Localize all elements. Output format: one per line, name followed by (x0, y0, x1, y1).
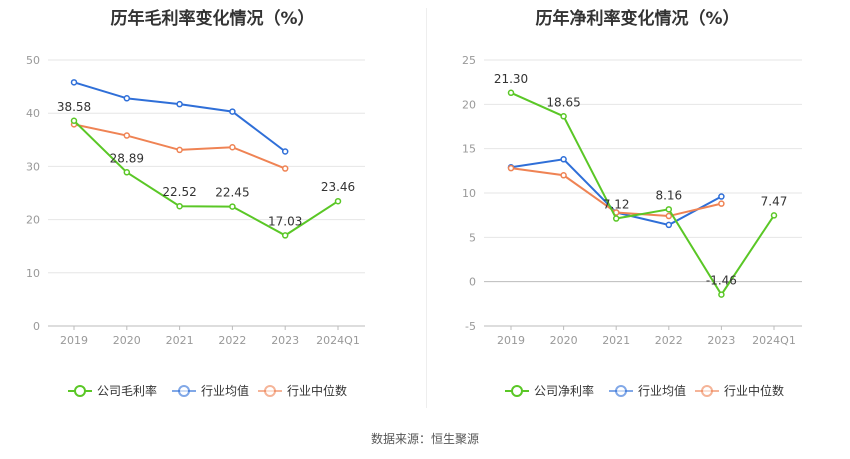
data-point (560, 156, 567, 163)
legend-item: 行业中位数 (695, 383, 784, 398)
legend-item: 行业中位数 (258, 383, 347, 398)
data-label: 22.52 (162, 185, 196, 199)
legend-item: 行业均值 (609, 383, 686, 398)
chart-title: 历年毛利率变化情况（%） (110, 9, 315, 29)
chart-title: 历年净利率变化情况（%） (535, 9, 740, 29)
data-point (507, 89, 515, 97)
x-tick-label: 2024Q1 (752, 334, 796, 347)
data-label: 18.65 (546, 95, 580, 109)
y-tick-label: 25 (462, 54, 476, 67)
legend-label: 行业均值 (201, 383, 249, 398)
y-tick-label: 40 (26, 107, 40, 120)
legend-marker (701, 385, 713, 397)
data-point (123, 169, 131, 176)
x-tick-label: 2023 (707, 334, 735, 347)
data-point (70, 117, 78, 125)
y-tick-label: 0 (33, 320, 40, 333)
data-point (612, 215, 620, 222)
data-label: 8.16 (655, 188, 682, 202)
data-point (229, 108, 236, 115)
y-tick-label: 0 (469, 276, 476, 289)
x-tick-label: 2021 (602, 334, 630, 347)
panel-divider (426, 8, 427, 408)
series-line-0 (73, 120, 339, 237)
x-tick-label: 2020 (550, 334, 578, 347)
y-tick-label: 20 (26, 214, 40, 227)
legend-marker (615, 385, 627, 397)
data-label: 7.12 (603, 198, 630, 212)
data-point (281, 165, 289, 172)
data-point (770, 212, 778, 219)
x-tick-label: 2024Q1 (316, 334, 360, 347)
legend-label: 行业均值 (638, 383, 686, 398)
data-point (718, 193, 725, 200)
y-tick-label: 50 (26, 54, 40, 67)
data-point (281, 232, 289, 239)
data-point (229, 203, 236, 210)
data-point (176, 202, 183, 210)
data-label: 7.47 (761, 194, 788, 208)
data-point (718, 200, 725, 207)
data-point (70, 79, 78, 86)
x-tick-label: 2023 (271, 334, 299, 347)
y-tick-label: 30 (26, 160, 40, 173)
data-point (123, 132, 131, 139)
y-tick-label: 5 (469, 231, 476, 244)
data-label: 38.58 (57, 100, 91, 114)
x-tick-label: 2020 (113, 334, 141, 347)
net-margin-chart-panel: 历年净利率变化情况（%） -5 0 5 10 15 20 25 2019 2020 2021 202… (425, 0, 850, 420)
data-label: 17.03 (268, 214, 302, 228)
legend-label: 公司毛利率 (97, 383, 157, 398)
x-tick-label: 2019 (497, 334, 525, 347)
y-tick-label: -5 (465, 320, 476, 333)
legend-item: 公司净利率 (505, 383, 594, 398)
data-point (334, 197, 342, 205)
x-tick-label: 2022 (655, 334, 683, 347)
legend-label: 行业中位数 (287, 383, 347, 398)
legend-label: 行业中位数 (724, 383, 784, 398)
legend-marker (511, 385, 523, 397)
series-line-2 (73, 123, 286, 170)
data-label: 21.30 (494, 72, 528, 86)
x-tick-label: 2019 (60, 334, 88, 347)
data-point (665, 212, 673, 220)
data-source-note: 数据来源：恒生聚源 (370, 432, 479, 446)
gross-margin-chart: 0 10 20 30 40 50 2019 2020 2021 2022 2023 2024Q1 38.… (26, 54, 365, 398)
data-label: 28.89 (110, 151, 144, 165)
data-point (665, 221, 673, 229)
gross-margin-chart-panel: 历年毛利率变化情况（%） 0 10 20 30 40 50 2019 2020 2021 2022… (0, 0, 425, 420)
y-tick-label: 10 (462, 187, 476, 200)
legend-marker (264, 385, 276, 397)
y-tick-label: 10 (26, 267, 40, 280)
data-point (281, 148, 289, 155)
data-point (665, 206, 673, 213)
legend-label: 公司净利率 (534, 383, 594, 398)
y-tick-label: 20 (462, 98, 476, 111)
data-point (176, 100, 183, 108)
data-point (507, 164, 515, 172)
x-tick-label: 2022 (218, 334, 246, 347)
data-point (123, 95, 131, 102)
legend-marker (74, 385, 86, 397)
y-tick-label: 15 (462, 143, 476, 156)
series-line-0 (510, 91, 775, 297)
data-point (718, 291, 725, 298)
legend-item: 行业均值 (172, 383, 249, 398)
data-point (229, 143, 236, 151)
data-label: 22.45 (215, 186, 249, 200)
data-label: 23.46 (321, 180, 355, 194)
data-point (560, 172, 567, 179)
x-tick-label: 2021 (166, 334, 194, 347)
data-label: -1.46 (706, 274, 737, 288)
data-point (560, 113, 567, 120)
net-margin-chart: -5 0 5 10 15 20 25 2019 2020 2021 2022 2023 2024Q1 21… (462, 54, 802, 398)
data-point (176, 146, 183, 154)
legend-marker (178, 385, 190, 397)
series-line-1 (73, 81, 286, 153)
legend-item: 公司毛利率 (68, 383, 157, 398)
